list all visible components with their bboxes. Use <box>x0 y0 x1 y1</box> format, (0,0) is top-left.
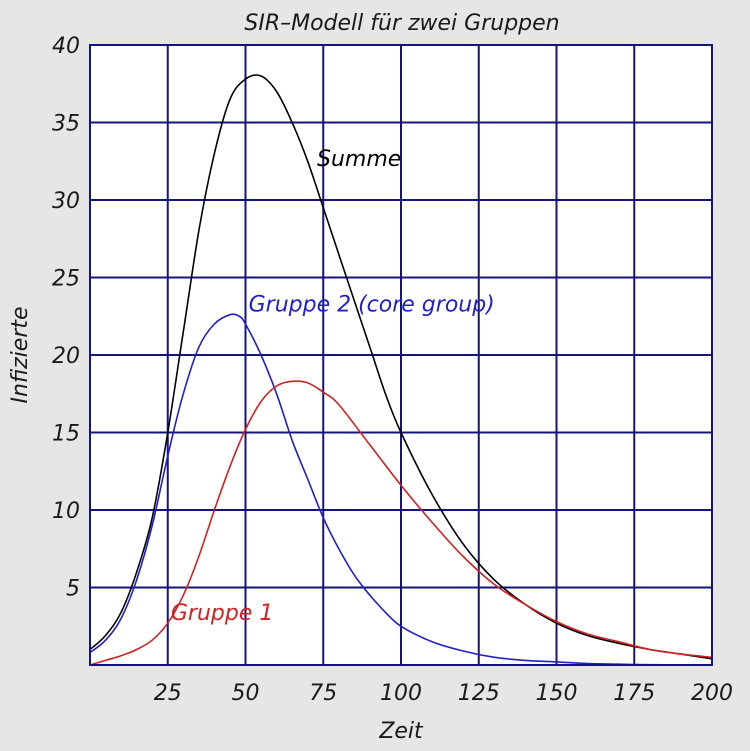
x-tick-label: 50 <box>232 681 260 706</box>
x-tick-label: 75 <box>309 681 337 706</box>
y-tick-label: 20 <box>52 344 80 369</box>
y-tick-label: 35 <box>52 112 80 137</box>
series-annotation: Gruppe 1 <box>171 601 273 626</box>
series-line-gruppe-1 <box>89 380 713 666</box>
series-annotation: Gruppe 2 (core group) <box>249 293 495 318</box>
y-tick-label: 30 <box>52 189 80 214</box>
y-tick-labels: 5 10 15 20 25 30 35 40 <box>52 34 80 602</box>
series-line-gruppe-2-core-group <box>89 313 713 666</box>
x-tick-label: 150 <box>536 681 578 706</box>
series-annotation: Summe <box>317 147 401 172</box>
y-tick-label: 25 <box>52 267 80 292</box>
x-tick-label: 25 <box>154 681 182 706</box>
x-tick-label: 200 <box>691 681 733 706</box>
series-line-summe <box>89 74 713 660</box>
y-tick-label: 10 <box>52 499 80 524</box>
x-tick-label: 125 <box>458 681 500 706</box>
y-tick-label: 5 <box>66 577 80 602</box>
x-tick-label: 175 <box>613 681 655 706</box>
series-annotations: Summe Gruppe 2 (core group) Gruppe 1 <box>171 147 495 626</box>
plot-frame <box>89 44 713 666</box>
y-axis-label: Infizierte <box>8 306 33 403</box>
y-tick-label: 15 <box>52 422 80 447</box>
x-tick-label: 100 <box>380 681 422 706</box>
y-tick-label: 40 <box>52 34 80 59</box>
x-axis-label: Zeit <box>378 719 424 744</box>
series-lines <box>89 74 713 666</box>
chart-title: SIR–Modell für zwei Gruppen <box>244 11 559 36</box>
x-tick-labels: 25 50 75 100 125 150 175 200 <box>154 681 733 706</box>
